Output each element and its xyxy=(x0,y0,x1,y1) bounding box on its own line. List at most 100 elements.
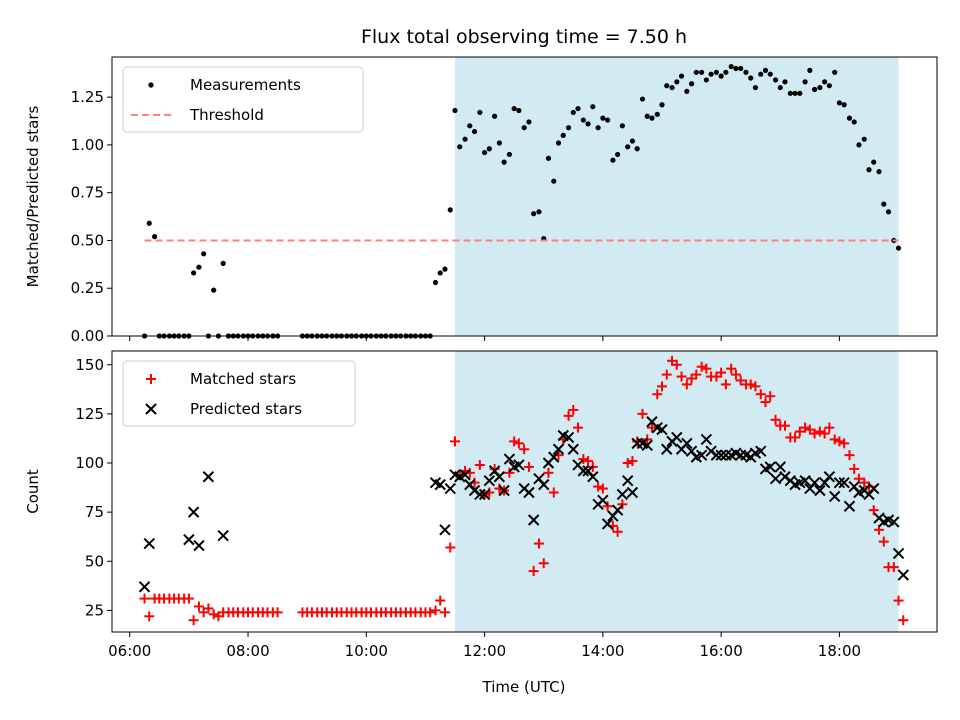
measurement-point xyxy=(211,287,217,293)
measurement-point xyxy=(861,136,867,142)
predicted-star-point xyxy=(799,474,811,487)
x-axis-label: Time (UTC) xyxy=(482,678,566,696)
y-tick-label: 25 xyxy=(85,601,104,619)
measurement-point xyxy=(748,75,754,81)
measurement-point xyxy=(817,84,823,91)
predicted-star-point xyxy=(715,449,727,461)
predicted-star-point xyxy=(823,471,836,483)
matched-star-point xyxy=(578,454,589,465)
matched-star-point xyxy=(627,456,638,467)
measurement-point xyxy=(471,128,478,135)
measurement-point xyxy=(196,264,202,270)
matched-star-point xyxy=(780,420,791,431)
legend-marker xyxy=(145,403,157,415)
measurement-point xyxy=(615,151,621,158)
matched-star-point xyxy=(652,389,663,400)
measurement-point xyxy=(511,105,517,112)
matched-star-point xyxy=(563,410,574,421)
measurement-point xyxy=(619,123,625,129)
predicted-star-point xyxy=(888,516,900,528)
matched-star-point xyxy=(602,501,613,512)
matched-star-point xyxy=(657,381,667,392)
matched-star-point xyxy=(533,538,544,549)
matched-star-point xyxy=(671,359,682,370)
measurement-point xyxy=(516,107,522,114)
x-tick-label: 10:00 xyxy=(345,642,388,660)
matched-star-point xyxy=(800,422,811,433)
measurement-point xyxy=(856,142,862,148)
y-tick-label: 1.25 xyxy=(71,88,104,106)
predicted-star-point xyxy=(548,451,560,463)
observing-interval-shade xyxy=(455,57,899,336)
predicted-star-point xyxy=(567,443,579,455)
y-tick-label: 0.75 xyxy=(71,184,104,202)
measurement-point xyxy=(811,86,818,93)
predicted-star-point xyxy=(892,547,905,560)
matched-star-point xyxy=(573,422,584,433)
matched-star-point xyxy=(735,375,746,386)
measurement-point xyxy=(718,73,724,79)
measurement-point xyxy=(501,159,507,165)
matched-star-point xyxy=(583,456,594,467)
predicted-star-point xyxy=(671,431,683,444)
y-tick-label: 150 xyxy=(75,356,104,374)
matched-star-point xyxy=(637,408,648,419)
measurement-point xyxy=(585,121,591,127)
legend-label: Threshold xyxy=(189,106,264,124)
matched-star-point xyxy=(794,426,805,437)
predicted-star-point xyxy=(597,494,609,507)
measurement-point xyxy=(733,65,739,72)
matched-star-point xyxy=(814,426,825,437)
matched-star-point xyxy=(548,487,559,498)
measurement-point xyxy=(477,109,483,116)
measurement-point xyxy=(600,115,606,121)
predicted-star-point xyxy=(478,488,491,501)
measurement-point xyxy=(467,123,473,129)
y-tick-label: 50 xyxy=(85,552,104,570)
predicted-star-point xyxy=(755,445,767,457)
measurement-point xyxy=(851,119,857,125)
measurement-point xyxy=(560,132,566,138)
matched-star-point xyxy=(888,562,899,573)
measurement-point xyxy=(432,279,439,286)
predicted-star-point xyxy=(700,433,713,446)
x-tick-label: 08:00 xyxy=(226,642,269,660)
measurement-point xyxy=(555,140,562,146)
measurement-point xyxy=(688,81,695,87)
matched-star-point xyxy=(765,391,776,402)
y-tick-label: 1.00 xyxy=(71,136,104,154)
predicted-star-point xyxy=(439,524,451,536)
x-tick-label: 16:00 xyxy=(700,642,743,660)
predicted-star-point xyxy=(611,504,624,516)
predicted-star-point xyxy=(695,449,708,461)
measurement-point xyxy=(762,67,769,73)
matched-star-point xyxy=(849,463,860,474)
measurement-point xyxy=(876,169,882,175)
legend-box xyxy=(122,66,364,133)
predicted-star-point xyxy=(143,537,155,550)
measurement-point xyxy=(895,245,902,251)
measurement-point xyxy=(551,178,557,184)
axes-frame xyxy=(111,350,938,633)
measurement-point xyxy=(639,96,646,102)
matched-star-point xyxy=(839,438,850,449)
measurement-point xyxy=(743,69,749,75)
x-tick-label: 14:00 xyxy=(581,642,624,660)
measurement-point xyxy=(580,117,586,123)
measurement-point xyxy=(545,155,552,161)
predicted-star-point xyxy=(483,474,496,487)
measurement-point xyxy=(822,79,828,85)
matched-star-point xyxy=(878,536,889,547)
predicted-star-point xyxy=(769,473,782,485)
matched-star-point xyxy=(450,436,461,447)
measurement-point xyxy=(625,144,631,150)
measurement-point xyxy=(772,77,779,83)
measurement-point xyxy=(871,159,877,165)
chart-title: Flux total observing time = 7.50 h xyxy=(361,26,687,48)
measurement-point xyxy=(654,111,660,117)
matched-star-point xyxy=(612,526,623,537)
matched-star-point xyxy=(691,369,702,380)
measurement-point xyxy=(659,102,665,108)
predicted-star-point xyxy=(513,459,525,471)
